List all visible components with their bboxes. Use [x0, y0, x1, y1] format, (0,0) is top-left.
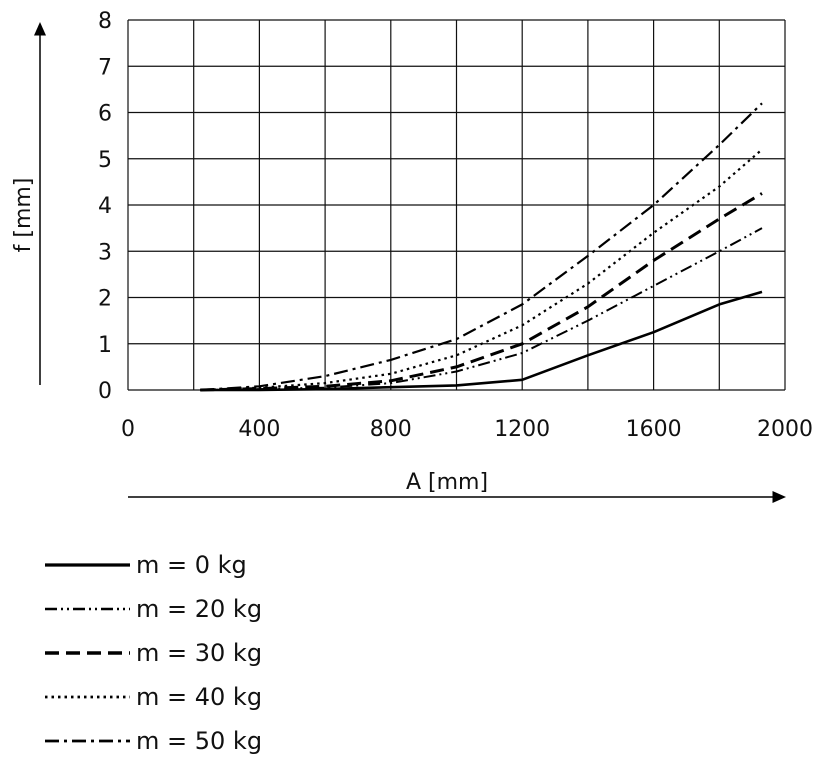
- y-tick-label: 7: [98, 55, 112, 80]
- legend-label: m = 20 kg: [136, 595, 262, 623]
- y-axis-title: f [mm]: [11, 178, 36, 253]
- legend-label: m = 30 kg: [136, 639, 262, 667]
- x-tick-label: 2000: [757, 417, 813, 442]
- y-tick-label: 6: [98, 102, 112, 127]
- series-line: [200, 102, 763, 392]
- y-tick-label: 1: [98, 333, 112, 358]
- legend-label: m = 40 kg: [136, 683, 262, 711]
- x-tick-label: 1600: [626, 417, 682, 442]
- series-line: [200, 227, 763, 391]
- y-tick-label: 5: [98, 148, 112, 173]
- y-tick-label: 3: [98, 240, 112, 265]
- series-line: [200, 148, 763, 392]
- y-tick-label: 2: [98, 287, 112, 312]
- series-line: [200, 290, 763, 392]
- x-tick-label: 800: [370, 417, 412, 442]
- y-tick-label: 0: [98, 379, 112, 404]
- y-tick-label: 8: [98, 9, 112, 34]
- series-lines: [200, 102, 763, 392]
- tick-labels: 0 400 800 1200 1600 2000 0 1 2 3 4 5 6 7 8: [98, 9, 813, 442]
- x-axis-title: A [mm]: [406, 470, 488, 495]
- legend-label: m = 0 kg: [136, 551, 247, 579]
- legend: m = 0 kg m = 20 kg m = 30 kg m = 40 kg m = 5…: [45, 551, 262, 755]
- x-tick-label: 1200: [494, 417, 550, 442]
- legend-label: m = 50 kg: [136, 727, 262, 755]
- series-line: [200, 192, 763, 392]
- y-tick-label: 4: [98, 194, 112, 219]
- grid: [127, 19, 786, 391]
- x-tick-label: 400: [238, 417, 280, 442]
- x-tick-label: 0: [121, 417, 135, 442]
